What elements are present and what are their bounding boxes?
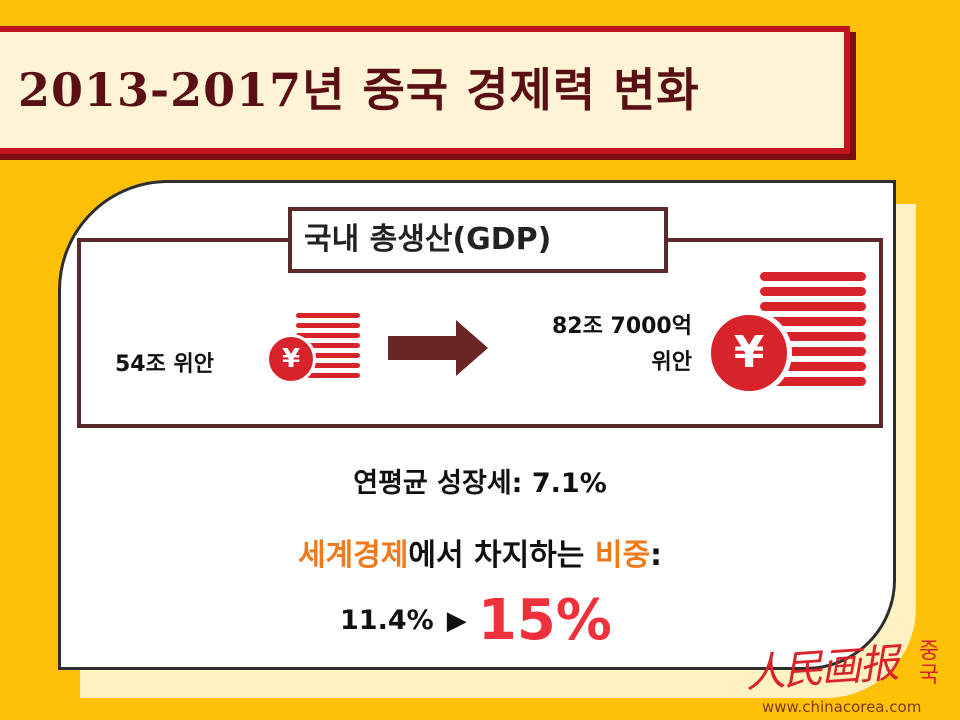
annual-growth-text: 연평균 성장세: 7.1% xyxy=(353,468,607,499)
page-title: 2013-2017년 중국 경제력 변화 xyxy=(18,63,700,117)
share-highlight-proportion: 비중 xyxy=(594,538,651,573)
yuan-coin-icon: ¥ xyxy=(266,334,316,384)
triangle-right-icon: ▶ xyxy=(446,605,467,636)
yuan-coin-icon: ¥ xyxy=(706,310,792,396)
percent-from: 11.4% xyxy=(340,605,434,636)
website-url: www.chinacorea.com xyxy=(762,698,922,716)
brand-logo-side: 중국 xyxy=(918,639,940,688)
title-banner: 2013-2017년 중국 경제력 변화 xyxy=(0,26,850,154)
brand-logo: 人民画报 xyxy=(743,640,899,698)
share-suffix: : xyxy=(650,538,663,573)
gdp-to-value-line1: 82조 7000억 xyxy=(552,314,692,339)
gdp-to-value-line2: 위안 xyxy=(651,350,692,375)
world-share-text: 세계경제에서 차지하는 비중: xyxy=(0,530,960,574)
right-arrow-icon xyxy=(388,320,488,376)
gdp-label: 국내 총생산(GDP) xyxy=(288,207,668,273)
share-middle-text: 에서 차지하는 xyxy=(408,538,595,573)
percent-to: 15% xyxy=(477,588,612,653)
percent-change: 11.4% ▶ 15% xyxy=(340,588,612,658)
gdp-from-value: 54조 위안 xyxy=(115,352,214,377)
share-highlight-world-economy: 세계경제 xyxy=(297,538,409,573)
